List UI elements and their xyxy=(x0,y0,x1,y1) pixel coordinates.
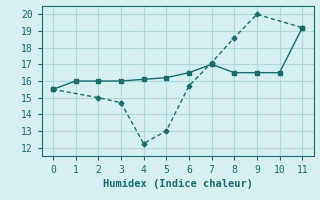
X-axis label: Humidex (Indice chaleur): Humidex (Indice chaleur) xyxy=(103,179,252,189)
